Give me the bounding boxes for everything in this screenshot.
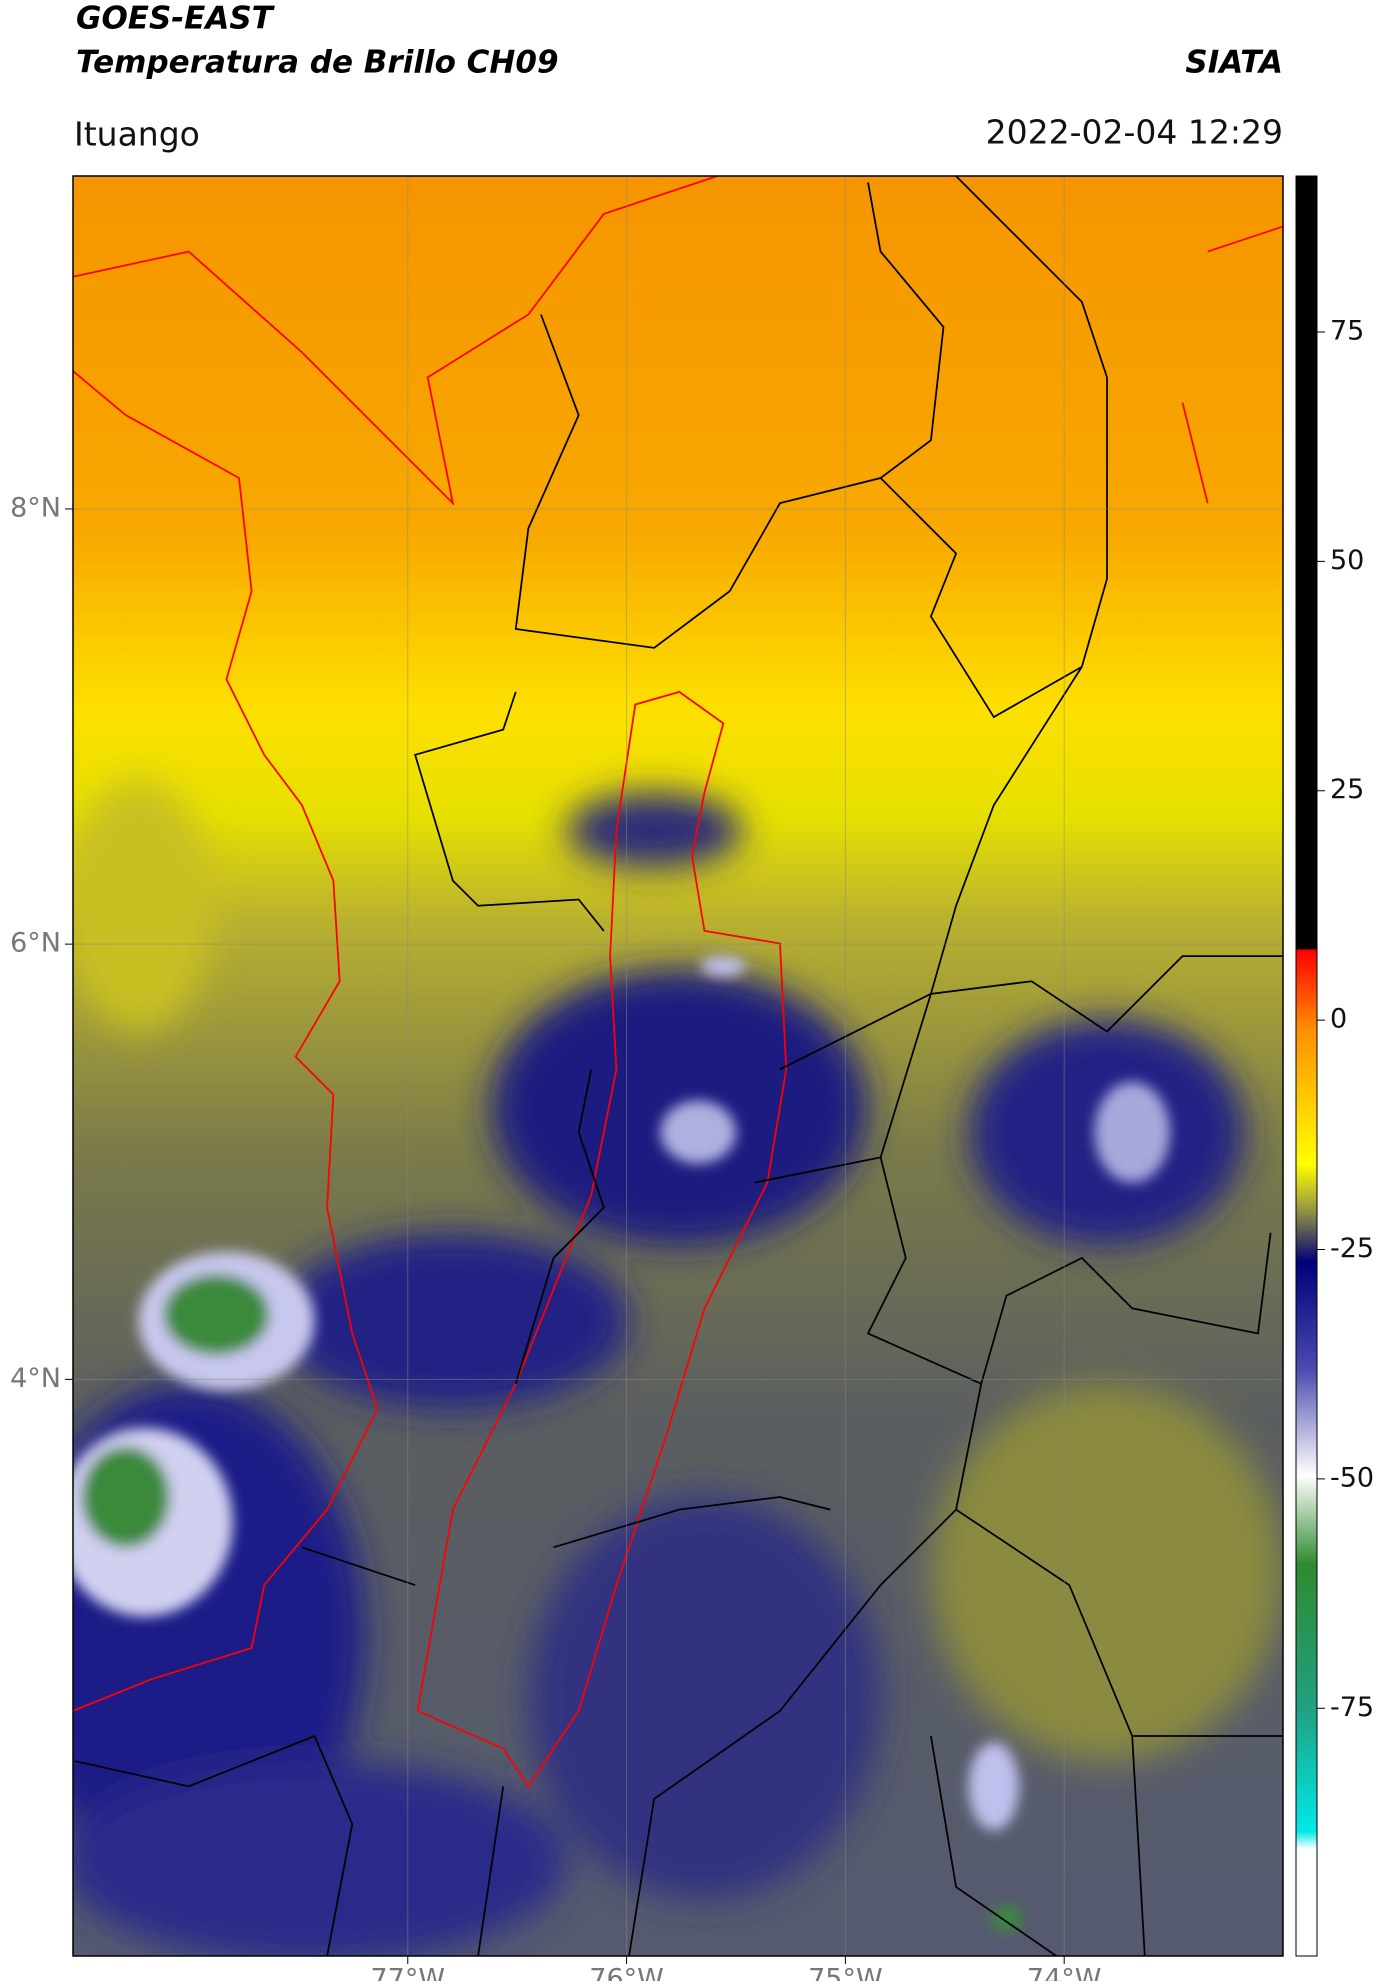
datetime: 2022-02-04 12:29 [986,113,1283,152]
colorbar-tick-label: -50 [1330,1462,1374,1493]
x-tick-label: 74°W [1027,1964,1102,1982]
x-tick-label: 75°W [808,1964,883,1982]
colorbar [1295,175,1318,1957]
colorbar-tick-label: 0 [1330,1004,1347,1035]
x-tick-label: 77°W [370,1964,445,1982]
y-tick-label: 8°N [10,492,61,523]
x-tick-label: 76°W [589,1964,664,1982]
satellite-image [73,176,1283,1956]
colorbar-tick-label: 50 [1330,545,1364,576]
plot-frame [72,175,1284,1957]
satellite-title: GOES-EAST [76,1,276,37]
institution: SIATA [1185,45,1283,81]
colorbar-tick-label: 75 [1330,315,1364,346]
product-title: Temperatura de Brillo CH09 [76,45,559,81]
y-tick-label: 6°N [10,928,61,959]
colorbar-tick-label: 25 [1330,774,1364,805]
grid [73,176,1283,1956]
colorbar-tick-label: -25 [1330,1233,1374,1264]
colorbar-tick-label: -75 [1330,1692,1374,1723]
region: Ituango [74,115,200,154]
boundaries [73,176,1283,1956]
y-tick-label: 4°N [10,1363,61,1394]
